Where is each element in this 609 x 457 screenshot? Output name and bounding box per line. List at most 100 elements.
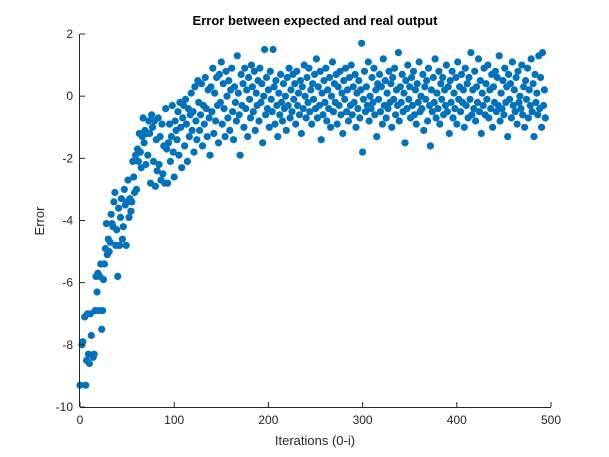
data-point <box>294 89 303 97</box>
data-point <box>268 108 276 116</box>
data-point <box>183 157 191 165</box>
data-point <box>148 111 156 119</box>
data-point <box>312 55 320 63</box>
data-point <box>277 70 285 78</box>
data-point <box>354 105 362 113</box>
data-point <box>207 83 215 91</box>
data-point <box>489 83 498 91</box>
data-point <box>531 70 539 78</box>
data-point <box>105 248 113 256</box>
data-point <box>106 238 114 246</box>
data-point <box>247 61 255 69</box>
data-point <box>476 77 484 85</box>
data-point <box>165 120 174 128</box>
data-point <box>117 195 125 203</box>
data-point <box>419 70 427 78</box>
data-point <box>166 157 174 165</box>
data-point <box>208 108 216 116</box>
data-point <box>359 95 368 103</box>
data-point <box>173 136 181 144</box>
data-point <box>477 129 485 138</box>
data-point <box>295 111 304 119</box>
data-point <box>224 114 232 122</box>
data-point <box>164 179 172 187</box>
data-point <box>541 114 549 122</box>
data-point <box>336 67 344 75</box>
data-point <box>311 70 319 78</box>
data-point <box>134 157 142 165</box>
data-point <box>532 98 540 106</box>
data-point <box>457 70 466 78</box>
data-point <box>236 151 244 159</box>
data-point <box>285 64 293 72</box>
data-point <box>257 98 265 106</box>
data-point <box>540 86 549 94</box>
data-point <box>196 126 204 134</box>
data-point <box>306 108 314 116</box>
data-point <box>203 133 211 141</box>
data-point <box>174 108 182 116</box>
data-point <box>296 77 304 85</box>
data-point <box>256 64 264 72</box>
data-point <box>389 73 397 82</box>
data-point <box>434 105 442 113</box>
data-point <box>291 80 299 88</box>
data-point <box>370 64 378 72</box>
data-point <box>523 64 532 72</box>
data-point <box>499 77 507 85</box>
data-point <box>111 188 119 197</box>
data-point <box>307 86 315 94</box>
data-point <box>229 136 238 144</box>
data-point <box>507 114 515 122</box>
data-point <box>376 108 385 116</box>
data-point <box>387 80 395 88</box>
data-point <box>205 114 213 122</box>
data-point <box>241 64 249 72</box>
data-point <box>327 123 335 131</box>
data-point <box>378 120 386 128</box>
data-point <box>223 92 231 100</box>
data-point <box>382 114 390 122</box>
data-point <box>462 101 470 110</box>
data-point <box>265 123 273 131</box>
data-point <box>129 157 137 165</box>
data-point <box>352 123 360 131</box>
data-point <box>470 105 478 113</box>
data-point <box>235 111 243 119</box>
data-point <box>202 105 210 113</box>
data-point <box>522 95 531 103</box>
data-point <box>537 73 545 82</box>
data-point <box>344 117 353 125</box>
data-point <box>102 220 110 228</box>
data-point <box>424 64 433 72</box>
chart-title: Error between expected and real output <box>193 13 439 28</box>
data-point <box>422 95 430 103</box>
data-point <box>538 49 547 57</box>
data-point <box>359 148 367 156</box>
data-point <box>211 89 219 97</box>
data-point <box>528 108 536 116</box>
data-point <box>182 120 190 128</box>
data-point <box>243 86 251 94</box>
data-point <box>314 83 322 91</box>
data-point <box>120 185 128 193</box>
data-point <box>491 67 499 75</box>
data-point <box>198 142 207 150</box>
data-point <box>506 80 515 88</box>
data-point <box>255 117 263 125</box>
data-point <box>479 101 487 110</box>
tick-labels: 0 100 200 300 400 500 -10 -8 -6 -4 -2 0 2 <box>56 27 562 427</box>
data-point <box>526 101 534 110</box>
data-point <box>281 92 289 100</box>
y-tick-label: 2 <box>66 27 73 41</box>
data-point <box>358 39 366 47</box>
data-point <box>338 89 346 97</box>
data-point <box>466 95 474 103</box>
data-point <box>509 101 517 110</box>
data-point <box>411 86 419 94</box>
data-point <box>406 83 414 91</box>
y-tick-label: -4 <box>62 214 73 228</box>
data-point <box>394 49 402 57</box>
data-point <box>310 95 318 103</box>
